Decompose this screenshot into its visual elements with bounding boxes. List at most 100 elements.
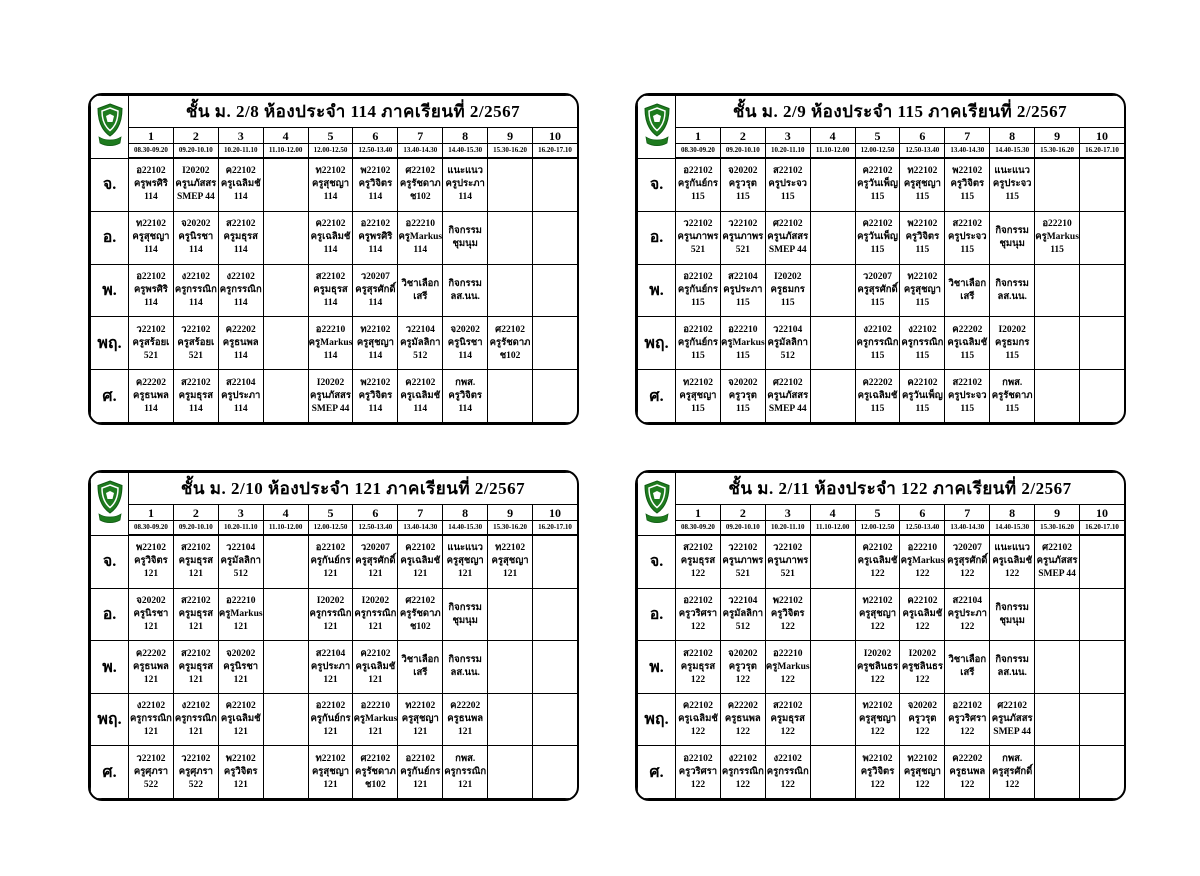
schedule-cell-line: 122 [690, 727, 706, 738]
schedule-cell-line: 122 [915, 569, 930, 580]
schedule-cell-line: พ22102 [360, 166, 391, 177]
schedule-cell-line: ครูกันย์กร [310, 714, 351, 725]
schedule-cell-line: 121 [188, 622, 203, 632]
schedule-cell-empty [262, 640, 309, 694]
schedule-cell-line: ท22102 [495, 543, 526, 554]
schedule-cell-line: ครูกรรณิก [354, 609, 397, 619]
schedule-cell-line: จ20202 [181, 219, 211, 230]
schedule-cell-line: เสรี [960, 668, 975, 679]
schedule-cell-line: 122 [915, 622, 930, 632]
period-number: 2 [719, 127, 766, 144]
period-time: 11.10-12.00 [809, 520, 856, 536]
schedule-cell-line: ครูวริศรา [948, 714, 987, 725]
schedule-cell-line: ค22202 [225, 324, 256, 335]
schedule-cell-line: 122 [735, 779, 750, 790]
period-number: 10 [1079, 504, 1124, 521]
period-time: 11.10-12.00 [809, 143, 856, 159]
schedule-cell-empty [262, 210, 309, 265]
schedule-cell-line: ครูธนพล [133, 390, 169, 401]
schedule-cell-line: ครูเฉลิมชั [355, 661, 396, 672]
schedule-cell-empty [809, 157, 856, 212]
schedule-cell-line: ครูเฉลิมชั [857, 390, 898, 401]
schedule-cell: กิจกรรม ลส.นน. [442, 640, 489, 694]
schedule-cell: ว22104 ครูมัลลิกา 512 [217, 534, 264, 589]
schedule-cell-line: 121 [502, 569, 518, 580]
period-number: 8 [442, 504, 489, 521]
schedule-cell-line: 122 [780, 622, 795, 632]
schedule-cell-line: ว22102 [181, 753, 211, 764]
day-label: อ. [90, 587, 129, 642]
schedule-cell-line: 121 [368, 674, 383, 685]
schedule-cell-line: ครูมธุรส [178, 609, 214, 619]
schedule-cell-line: ว20207 [952, 543, 982, 554]
period-time: 08.30-09.20 [675, 143, 721, 159]
schedule-cell: ส22102 ครูประจว 115 [944, 369, 991, 423]
schedule-cell-line: ท22102 [315, 753, 346, 764]
schedule-cell-line: 115 [691, 298, 705, 309]
period-number: 4 [262, 127, 309, 144]
schedule-cell-line: ว22104 [728, 596, 758, 606]
schedule-cell-line: ครูเฉลิมชั [400, 390, 441, 401]
schedule-cell: ท22102 ครูสุชญา 115 [675, 369, 721, 423]
schedule-cell-line: อ22210 [315, 324, 346, 335]
schedule-cell-empty [809, 263, 856, 318]
timetable-m2-11: ชั้น ม. 2/11 ห้องประจำ 122 ภาคเรียนที่ 2… [635, 470, 1126, 801]
schedule-cell: I20202 ครูชลินธร 122 [854, 640, 901, 694]
schedule-cell-line: วิชาเลือก [948, 655, 987, 666]
school-crest-icon [96, 480, 123, 523]
schedule-cell: อ22102 ครูกันย์กร 121 [307, 534, 354, 589]
schedule-cell-line: 122 [870, 622, 885, 632]
schedule-cell: ง22102 ครูกรรณิก 114 [172, 263, 219, 318]
schedule-cell: ค22102 ครูเฉลิมชั 114 [217, 157, 264, 212]
schedule-cell-line: วิชาเลือก [401, 655, 440, 666]
schedule-cell-line: 115 [870, 403, 885, 414]
schedule-cell-line: ครูนภาพร [677, 232, 719, 243]
schedule-cell: กพส. ครูสุรศักดิ์ 122 [989, 745, 1036, 799]
schedule-cell-line: ครูชลินธร [856, 661, 899, 672]
schedule-cell-line: ครูวรุต [728, 179, 757, 190]
schedule-cell-line: ครูเฉลิมชั [992, 556, 1033, 567]
schedule-cell-line: 122 [780, 779, 795, 790]
schedule-cell: พ22102 ครูวิจิตร 114 [352, 369, 399, 423]
schedule-cell-line: 115 [1005, 192, 1020, 203]
schedule-cell-empty [1034, 587, 1081, 642]
schedule-cell-line: ครูเฉลิมชั [220, 714, 261, 725]
schedule-cell-line: ครูMarkus [1035, 232, 1079, 243]
schedule-cell-line: ค22102 [907, 377, 938, 388]
schedule-cell-line: ว22104 [405, 324, 435, 335]
schedule-cell-line: ครูMarkus [721, 337, 765, 348]
schedule-cell-line: 115 [915, 298, 930, 309]
schedule-cell-line: ว20207 [360, 272, 390, 283]
schedule-cell: ค22202 ครูธนพล 122 [719, 692, 766, 747]
schedule-cell-line: ส22102 [772, 166, 803, 177]
schedule-cell-line: 122 [960, 727, 975, 738]
schedule-cell: อ22210 ครูMarkus 114 [397, 210, 444, 265]
schedule-cell: วิชาเลือกเสรี [944, 640, 991, 694]
schedule-cell-line: ครูสุชญา [858, 609, 897, 619]
period-number: 2 [172, 504, 219, 521]
schedule-cell: ส22104 ครูประภา 122 [944, 587, 991, 642]
schedule-cell: อ22210 ครูMarkus 122 [764, 640, 811, 694]
schedule-cell-line: ครูวิจิตร [860, 766, 895, 777]
schedule-cell-line: ครูนภัสสร [1036, 556, 1078, 567]
schedule-cell-line: ค22102 [682, 701, 713, 712]
schedule-cell-empty [809, 587, 856, 642]
schedule-cell: แนะแนว ครูเฉลิมชั 122 [989, 534, 1036, 589]
schedule-cell-line: 512 [735, 622, 750, 632]
schedule-cell: ส22102 ครูมธุรส 121 [172, 534, 219, 589]
schedule-cell-line: ง22102 [908, 324, 937, 335]
schedule-cell-line: กิจกรรม [448, 225, 482, 236]
period-time: 08.30-09.20 [675, 520, 721, 536]
schedule-cell-line: ว22102 [728, 543, 758, 554]
schedule-cell-line: ครูศุภรา [178, 766, 213, 777]
schedule-cell: ส22102 ครูมธุรส 114 [172, 369, 219, 423]
schedule-cell-line: ครูนิรชา [223, 661, 259, 672]
schedule-cell-line: ค22102 [225, 166, 256, 177]
schedule-cell-empty [809, 316, 856, 371]
schedule-cell-line: ครูวิจิตร [358, 179, 393, 190]
day-label: อ. [90, 210, 129, 265]
schedule-cell: กพส. ครูวิจิตร 114 [442, 369, 489, 423]
schedule-cell-line: พ22102 [772, 596, 803, 606]
schedule-cell: อ22102 ครูกันย์กร 115 [675, 316, 721, 371]
schedule-cell-line: 121 [143, 622, 159, 632]
